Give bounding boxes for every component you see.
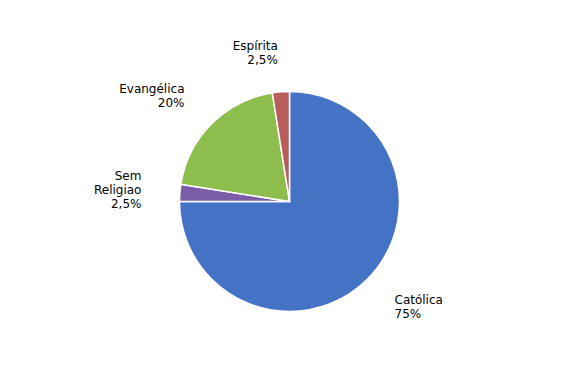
svg-text:Evangélica20%: Evangélica20% [119,82,184,110]
svg-text:Católica75%: Católica75% [395,293,443,321]
svg-text:Espírita2,5%: Espírita2,5% [233,39,278,67]
svg-text:SemReligiao2,5%: SemReligiao2,5% [94,169,142,211]
